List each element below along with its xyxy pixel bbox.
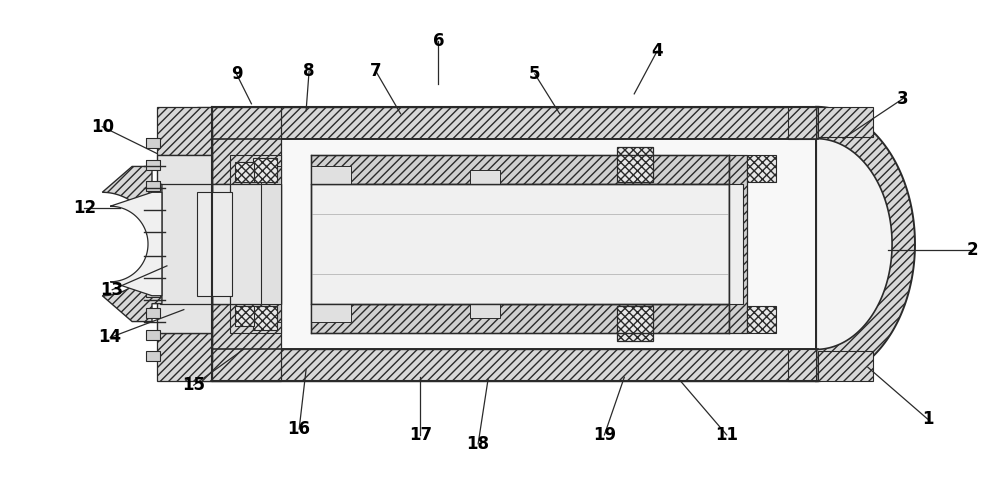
Bar: [253, 159, 277, 183]
Bar: [729, 155, 747, 333]
Text: 16: 16: [288, 420, 311, 438]
Polygon shape: [146, 160, 160, 170]
Bar: [157, 333, 212, 381]
Polygon shape: [146, 181, 160, 191]
Text: 19: 19: [593, 426, 616, 444]
Bar: [230, 155, 281, 184]
Bar: [470, 304, 500, 318]
Text: 7: 7: [370, 62, 382, 80]
Text: 10: 10: [91, 118, 114, 136]
Bar: [311, 184, 729, 304]
Bar: [818, 107, 873, 137]
Polygon shape: [146, 265, 160, 275]
Bar: [747, 155, 776, 183]
Polygon shape: [146, 287, 160, 297]
Polygon shape: [110, 192, 162, 296]
Bar: [747, 305, 776, 333]
Bar: [235, 163, 254, 183]
Polygon shape: [102, 166, 162, 322]
Bar: [311, 166, 351, 184]
Bar: [197, 192, 232, 296]
Text: 1: 1: [922, 410, 933, 428]
Bar: [470, 170, 500, 184]
Bar: [261, 304, 281, 322]
Bar: [157, 155, 212, 333]
Bar: [617, 146, 653, 183]
Text: 12: 12: [73, 199, 96, 217]
Bar: [197, 304, 281, 381]
Bar: [197, 107, 281, 184]
Text: 13: 13: [101, 281, 124, 299]
Bar: [311, 304, 729, 333]
Text: 2: 2: [966, 241, 978, 259]
Bar: [197, 184, 281, 304]
Text: 6: 6: [433, 32, 444, 50]
Bar: [230, 304, 281, 333]
Polygon shape: [146, 224, 160, 234]
Bar: [818, 351, 873, 381]
Text: 4: 4: [651, 42, 663, 60]
Polygon shape: [146, 351, 160, 361]
Text: 18: 18: [467, 435, 490, 453]
Text: 9: 9: [231, 65, 242, 83]
Bar: [160, 127, 212, 361]
Polygon shape: [816, 139, 892, 349]
Text: 15: 15: [182, 376, 205, 394]
Text: 3: 3: [897, 90, 909, 108]
Polygon shape: [146, 138, 160, 148]
Text: 8: 8: [303, 62, 315, 80]
Text: 5: 5: [529, 65, 541, 83]
Bar: [261, 166, 281, 184]
Bar: [788, 107, 816, 139]
Bar: [157, 107, 212, 155]
Text: 17: 17: [409, 426, 432, 444]
Bar: [160, 184, 212, 304]
Bar: [212, 349, 818, 381]
Polygon shape: [146, 203, 160, 213]
Bar: [617, 305, 653, 342]
Bar: [230, 184, 281, 304]
Bar: [788, 349, 816, 381]
Bar: [253, 305, 277, 329]
Polygon shape: [816, 107, 915, 381]
Polygon shape: [146, 308, 160, 318]
Bar: [261, 184, 281, 304]
Text: 11: 11: [715, 426, 738, 444]
Bar: [311, 155, 729, 184]
Bar: [729, 184, 743, 304]
Polygon shape: [146, 330, 160, 340]
Bar: [235, 305, 254, 325]
Bar: [212, 139, 818, 349]
Bar: [311, 304, 351, 322]
Bar: [212, 107, 818, 139]
Text: 14: 14: [99, 328, 122, 346]
